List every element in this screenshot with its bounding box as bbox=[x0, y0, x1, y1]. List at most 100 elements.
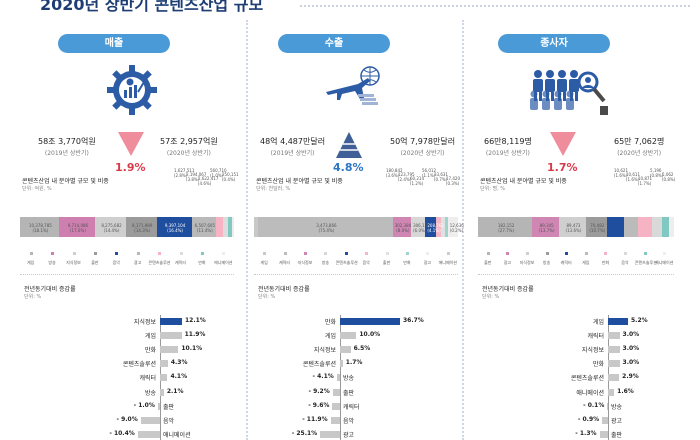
share-top-value: 1,627,511 bbox=[174, 168, 195, 173]
share-segment bbox=[156, 217, 192, 237]
share-segment-value: 3,473,866 bbox=[316, 223, 337, 228]
share-segment-pct: (13.6%) bbox=[565, 228, 582, 233]
yoy-title: 전년동기대비 증감률 bbox=[482, 286, 534, 293]
yoy-unit: 단위: % bbox=[482, 294, 500, 300]
legend-swatch bbox=[406, 252, 409, 255]
share-segment-value: 12,636 bbox=[449, 223, 464, 228]
yoy-value: - 9.0% bbox=[116, 415, 138, 423]
share-unit: 단위: 억원, % bbox=[22, 186, 52, 192]
yoy-bar bbox=[602, 416, 608, 424]
yoy-label: 만화 bbox=[144, 347, 156, 355]
share-top-label: 250,151 (0.4%) bbox=[222, 172, 239, 182]
share-segment-label: 9,397,104 (16.4%) bbox=[159, 223, 192, 233]
share-segment-label: 3,473,866 (75.4%) bbox=[260, 223, 393, 233]
legend-swatch bbox=[545, 252, 549, 255]
yoy-bar bbox=[320, 430, 340, 438]
legend-swatch bbox=[344, 252, 348, 255]
yoy-value: 4.1% bbox=[170, 373, 188, 381]
change-percent: 1.9% bbox=[115, 161, 146, 174]
share-segment bbox=[215, 217, 223, 237]
column-sales: 매출 58조 3,770억원 (2019년 상반기) 57조 2,957억원 (2020… bbox=[0, 14, 246, 440]
share-segment-pct: (13.7%) bbox=[538, 228, 555, 233]
share-segment-label: 89,473 (13.6%) bbox=[561, 223, 586, 233]
share-segment-label: 302,380 (8.0%) bbox=[395, 223, 412, 233]
yoy-value: - 11.9% bbox=[302, 415, 328, 423]
share-stacked-bar bbox=[478, 217, 674, 237]
share-segment bbox=[125, 217, 157, 237]
column-divider bbox=[246, 20, 248, 440]
share-top-label: 10,611 (1.6%) bbox=[626, 172, 640, 182]
prev-value-text: 66만8,119명 bbox=[484, 137, 532, 146]
legend-swatch bbox=[663, 252, 667, 255]
legend-swatch bbox=[446, 252, 450, 255]
yoy-bar bbox=[340, 360, 343, 368]
yoy-title: 전년동기대비 증감률 bbox=[258, 286, 310, 293]
share-top-value: 123,795 bbox=[398, 172, 415, 177]
yoy-label: 방송 bbox=[343, 375, 355, 383]
share-top-value: 250,151 bbox=[222, 172, 239, 177]
legend-swatch bbox=[365, 252, 369, 255]
yoy-value: 10.1% bbox=[181, 345, 203, 353]
yoy-bar bbox=[332, 388, 340, 396]
share-segment bbox=[95, 217, 126, 237]
share-segment bbox=[425, 217, 436, 237]
share-segment-label: 208,762 (4.1%) bbox=[427, 223, 444, 233]
yoy-label: 애니메이션 bbox=[576, 389, 604, 397]
category-badge: 종사자 bbox=[498, 34, 610, 53]
yoy-unit: 단위: % bbox=[258, 294, 276, 300]
share-segment bbox=[222, 217, 228, 237]
share-segment bbox=[532, 217, 560, 237]
yoy-value: - 9.2% bbox=[308, 387, 330, 395]
share-title: 콘텐츠산업 내 분야별 규모 및 비중 bbox=[22, 178, 109, 185]
legend-label: 만화 bbox=[601, 260, 610, 265]
share-segment-label: 306,136 (6.0%) bbox=[413, 223, 430, 233]
share-segment-label: 89,345 (13.7%) bbox=[534, 223, 559, 233]
legend-swatch bbox=[604, 252, 608, 255]
yoy-value: - 4.1% bbox=[312, 373, 334, 381]
legend-swatch bbox=[565, 252, 569, 255]
yoy-value: 12.1% bbox=[185, 317, 206, 324]
legend-label: 게임 bbox=[260, 260, 268, 265]
category-badge: 수출 bbox=[278, 34, 390, 53]
share-segment bbox=[411, 217, 426, 237]
legend-swatch bbox=[200, 252, 204, 255]
prev-value: 66만8,119명 (2019년 상반기) bbox=[484, 136, 532, 157]
share-top-label: 33,631 (0.7%) bbox=[434, 172, 448, 182]
share-segment bbox=[191, 217, 216, 237]
share-top-label: 17,420 (0.3%) bbox=[446, 176, 460, 186]
prev-value-text: 58조 3,770억원 bbox=[38, 137, 96, 146]
yoy-bar bbox=[608, 318, 628, 325]
share-top-label: 560,710 (1.0%) bbox=[210, 168, 227, 178]
share-segment-label: 10,378,785 (18.1%) bbox=[22, 223, 59, 233]
share-top-pct: (4.6%) bbox=[198, 181, 212, 186]
legend-label: 지식정보 bbox=[519, 260, 535, 265]
share-segment-value: 6,507,605 bbox=[194, 223, 215, 228]
yoy-label: 광고 bbox=[611, 417, 623, 425]
legend-label: 광고 bbox=[423, 260, 432, 265]
share-segment bbox=[231, 217, 234, 237]
share-segment bbox=[392, 217, 412, 237]
share-unit: 단위: 천달러, % bbox=[256, 186, 291, 192]
yoy-value: - 1.0% bbox=[133, 401, 155, 409]
legend-swatch bbox=[426, 252, 430, 255]
yoy-value: 4.3% bbox=[170, 359, 188, 367]
legend-swatch bbox=[385, 252, 389, 255]
legend-label: 음악 bbox=[112, 260, 120, 265]
curr-value: 50억 7,978만달러 (2020년 상반기) bbox=[390, 136, 455, 157]
legend-label: 애니메이션 bbox=[214, 260, 233, 265]
share-top-label: 180,842 (3.6%) bbox=[386, 168, 403, 178]
legend-swatch bbox=[643, 252, 647, 255]
share-top-value: 56,012 bbox=[422, 168, 436, 173]
share-top-value: 560,710 bbox=[210, 168, 227, 173]
share-segment bbox=[227, 217, 232, 237]
legend-label: 음악 bbox=[362, 260, 370, 265]
share-segment bbox=[440, 217, 445, 237]
legend-label: 지식정보 bbox=[297, 260, 313, 265]
legend-label: 방송 bbox=[48, 260, 56, 265]
legend-label: 출판 bbox=[382, 260, 391, 265]
yoy-label: 만화 bbox=[324, 319, 336, 326]
share-top-label: 2,622,417 (4.6%) bbox=[198, 176, 218, 186]
share-segment bbox=[606, 217, 625, 237]
share-top-value: 10,871 bbox=[638, 176, 652, 181]
yoy-value: 3.0% bbox=[622, 359, 640, 367]
